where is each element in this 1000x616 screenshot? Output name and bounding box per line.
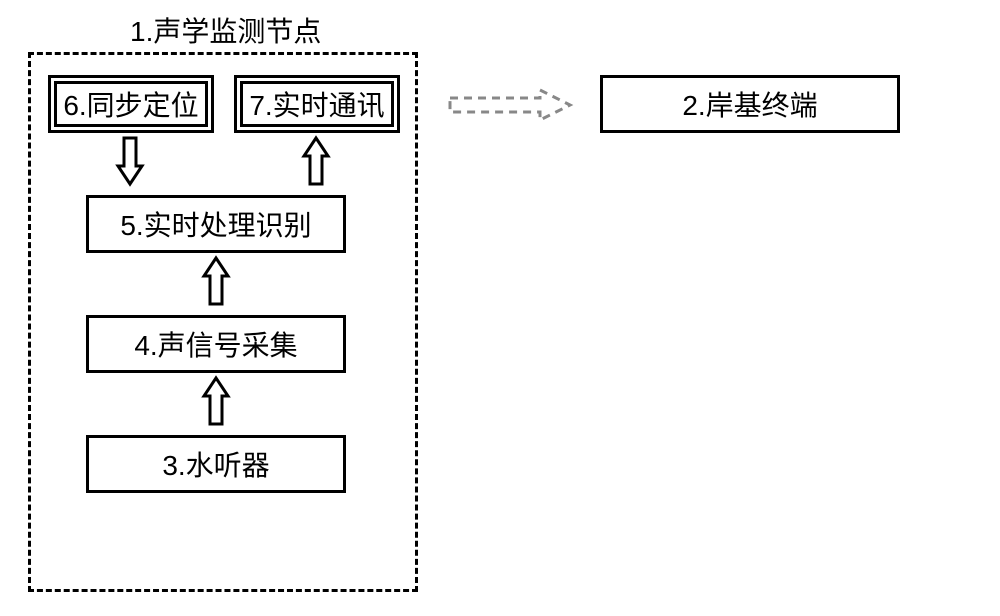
arrow-shape xyxy=(304,138,328,184)
arrow-6-to-5 xyxy=(118,138,142,184)
diagram-title: 1.声学监测节点 xyxy=(130,10,321,50)
arrow-shape xyxy=(204,378,228,424)
box-label: 2.岸基终端 xyxy=(682,84,817,124)
arrow-4-to-5 xyxy=(204,258,228,304)
box-label: 6.同步定位 xyxy=(63,84,198,124)
box-realtime-processing: 5.实时处理识别 xyxy=(86,195,346,253)
box-inner: 6.同步定位 xyxy=(54,81,208,127)
box-realtime-comm: 7.实时通讯 xyxy=(234,75,400,133)
box-label: 5.实时处理识别 xyxy=(120,204,311,244)
box-hydrophone: 3.水听器 xyxy=(86,435,346,493)
box-label: 3.水听器 xyxy=(162,444,269,484)
box-shore-terminal: 2.岸基终端 xyxy=(600,75,900,133)
box-signal-acquisition: 4.声信号采集 xyxy=(86,315,346,373)
arrow-shape xyxy=(450,90,570,120)
box-inner: 7.实时通讯 xyxy=(240,81,394,127)
arrow-5-to-7 xyxy=(304,138,328,184)
box-sync-positioning: 6.同步定位 xyxy=(48,75,214,133)
arrow-7-to-2-dashed xyxy=(450,90,570,120)
arrow-shape xyxy=(204,258,228,304)
box-label: 4.声信号采集 xyxy=(134,324,297,364)
arrow-shape xyxy=(118,138,142,184)
box-label: 7.实时通讯 xyxy=(249,84,384,124)
arrow-3-to-4 xyxy=(204,378,228,424)
